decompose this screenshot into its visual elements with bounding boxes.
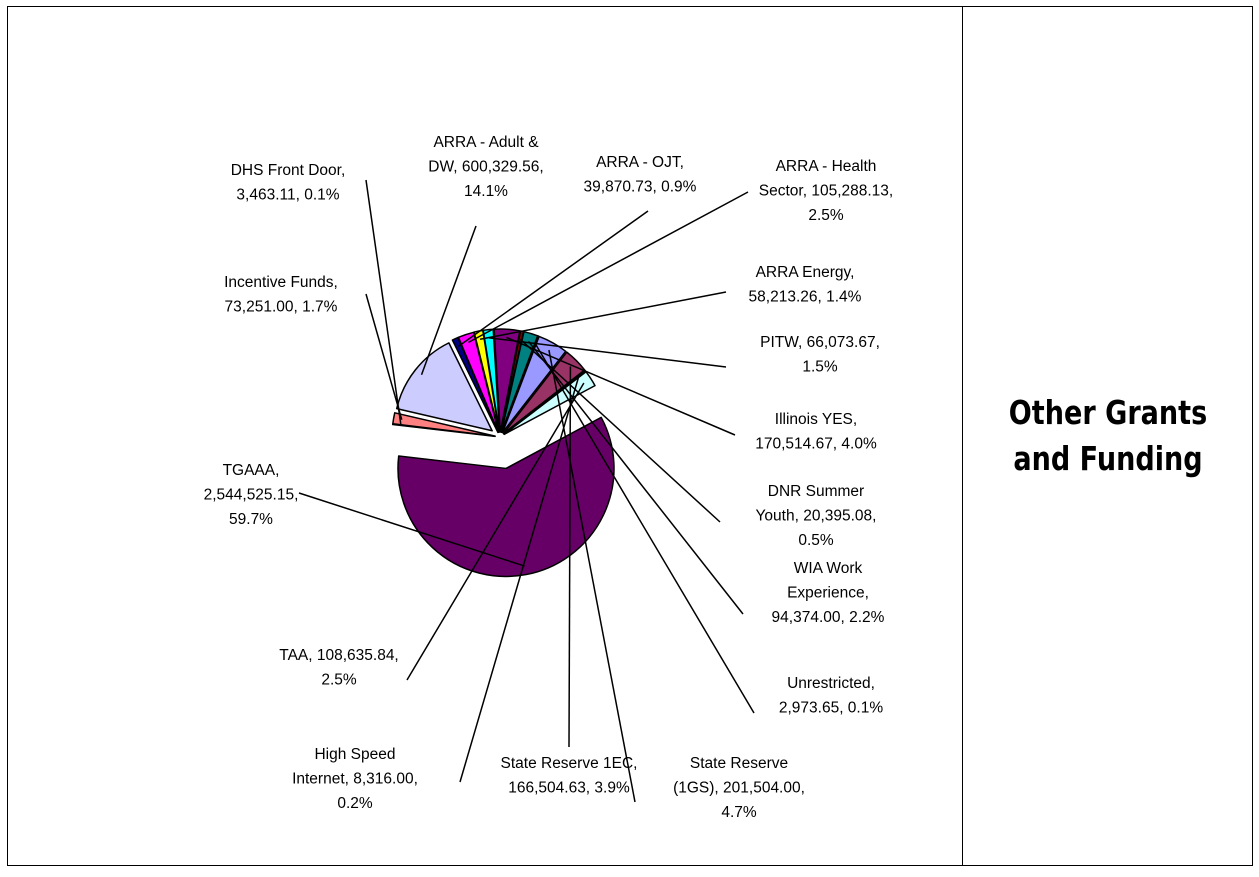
side-panel: Other Grants and Funding (964, 7, 1252, 865)
slice-data-label: State Reserve (1GS), 201,504.00, 4.7% (673, 755, 805, 821)
slice-data-label: WIA Work Experience, 94,374.00, 2.2% (772, 560, 885, 626)
slice-data-label: ARRA Energy, 58,213.26, 1.4% (749, 264, 862, 306)
slice-data-label: TAA, 108,635.84, 2.5% (279, 647, 399, 689)
slice-data-label: TGAAA, 2,544,525.15, 59.7% (204, 462, 299, 528)
slice-data-label: State Reserve 1EC, 166,504.63, 3.9% (501, 755, 638, 797)
slice-data-label: Illinois YES, 170,514.67, 4.0% (755, 411, 877, 453)
side-panel-title: Other Grants and Funding (1009, 390, 1207, 482)
slice-data-label: DHS Front Door, 3,463.11, 0.1% (231, 162, 346, 204)
slice-data-label: ARRA - Health Sector, 105,288.13, 2.5% (759, 158, 893, 224)
leader-line (468, 192, 748, 342)
slice-data-label: ARRA - Adult & DW, 600,329.56, 14.1% (428, 134, 543, 200)
slices-layer (393, 329, 614, 576)
slice-data-label: Incentive Funds, 73,251.00, 1.7% (224, 274, 338, 316)
leader-line (460, 376, 579, 782)
slice-data-label: PITW, 66,073.67, 1.5% (760, 334, 880, 376)
pie-slice-tgaaa (398, 417, 614, 576)
leader-line (366, 294, 402, 420)
leader-line (569, 366, 570, 747)
slice-data-label: High Speed Internet, 8,316.00, 0.2% (292, 746, 418, 812)
slice-data-label: DNR Summer Youth, 20,395.08, 0.5% (756, 483, 877, 549)
panel-divider (962, 6, 963, 866)
slice-data-label: Unrestricted, 2,973.65, 0.1% (779, 675, 883, 717)
pie-chart-area: TGAAA, 2,544,525.15, 59.7% DHS Front Door, 3… (8, 7, 961, 865)
leader-line (549, 350, 635, 802)
pie-chart: TGAAA, 2,544,525.15, 59.7% DHS Front Door, 3… (8, 7, 961, 865)
leader-line (366, 180, 401, 425)
slice-data-label: ARRA - OJT, 39,870.73, 0.9% (584, 154, 697, 196)
leader-line (459, 211, 648, 346)
